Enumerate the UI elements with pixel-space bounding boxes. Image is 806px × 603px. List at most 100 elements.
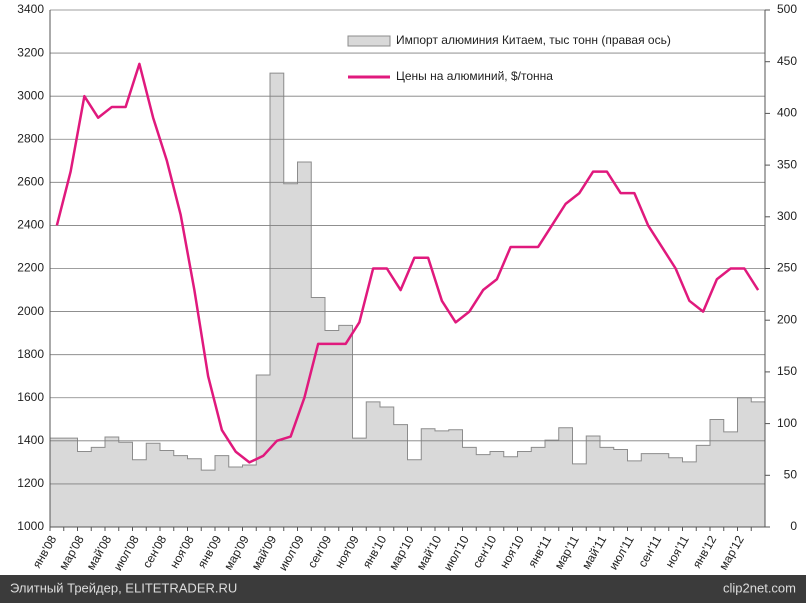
- import-bar: [613, 449, 628, 527]
- x-tick-label: мар'08: [56, 533, 87, 573]
- y-tick-label: 3400: [17, 2, 44, 16]
- import-bar: [160, 450, 175, 527]
- footer-bar: [0, 575, 806, 603]
- import-bar: [91, 447, 106, 527]
- y-tick-label: 2600: [17, 175, 44, 189]
- y2-tick-label: 0: [790, 519, 797, 533]
- import-bar: [380, 407, 395, 527]
- x-tick-label: мар'12: [716, 533, 747, 573]
- y2-tick-label: 400: [777, 106, 797, 120]
- import-bar: [242, 464, 257, 527]
- import-bar: [737, 397, 752, 527]
- x-tick-label: мар'10: [386, 533, 417, 573]
- x-tick-label: янв'08: [30, 533, 60, 571]
- import-bar: [118, 442, 133, 527]
- x-tick-label: ноя'11: [662, 533, 692, 570]
- import-bar: [462, 447, 477, 527]
- y-tick-label: 1600: [17, 390, 44, 404]
- import-bar: [256, 375, 271, 527]
- y-tick-label: 3000: [17, 88, 44, 102]
- import-bar: [146, 443, 161, 527]
- import-bar: [490, 451, 505, 527]
- import-bar: [407, 459, 422, 527]
- import-bar: [531, 447, 546, 527]
- footer-right[interactable]: clip2net.com: [723, 580, 796, 595]
- import-bar: [558, 427, 573, 527]
- y2-tick-label: 350: [777, 157, 797, 171]
- import-bar: [297, 161, 312, 528]
- import-bar: [215, 455, 230, 527]
- x-tick-label: янв'09: [195, 533, 225, 571]
- import-bar: [105, 437, 120, 527]
- x-tick-label: июл'11: [606, 533, 637, 572]
- import-bar: [586, 436, 601, 527]
- y2-tick-label: 50: [784, 467, 798, 481]
- x-tick-label: янв'11: [525, 533, 554, 570]
- y-tick-label: 1200: [17, 476, 44, 490]
- import-bar: [187, 458, 202, 527]
- y2-tick-label: 300: [777, 209, 797, 223]
- import-bar: [682, 461, 697, 527]
- import-bar: [751, 401, 766, 527]
- import-bar: [448, 429, 463, 527]
- import-bar: [517, 451, 532, 527]
- import-bar: [77, 451, 92, 527]
- x-tick-label: янв'10: [360, 533, 390, 571]
- import-bar: [311, 297, 326, 527]
- import-bar: [600, 447, 615, 527]
- import-bar: [435, 430, 450, 527]
- y-tick-label: 1000: [17, 519, 44, 533]
- x-tick-label: июл'09: [276, 533, 307, 573]
- import-bar: [50, 438, 65, 527]
- x-tick-label: июл'08: [111, 533, 142, 573]
- import-bar: [132, 459, 147, 527]
- y2-tick-label: 100: [777, 416, 797, 430]
- import-bar: [173, 455, 188, 527]
- y-tick-label: 2400: [17, 218, 44, 232]
- x-tick-label: июл'10: [441, 533, 472, 573]
- import-bar: [63, 438, 78, 527]
- y-tick-label: 3200: [17, 45, 44, 59]
- x-tick-label: сен'10: [470, 533, 500, 571]
- import-bar: [503, 456, 518, 527]
- import-bar: [270, 73, 285, 527]
- x-tick-label: мар'09: [221, 533, 252, 573]
- import-bar: [325, 330, 340, 527]
- import-bar: [572, 463, 587, 527]
- import-bar: [228, 467, 243, 527]
- import-bar: [696, 445, 711, 527]
- import-bar: [393, 424, 408, 527]
- import-bar: [668, 457, 683, 527]
- x-tick-label: янв'12: [690, 533, 720, 571]
- import-bar: [655, 453, 670, 527]
- y-tick-label: 2800: [17, 131, 44, 145]
- import-bar: [710, 419, 725, 527]
- import-bar: [201, 470, 216, 527]
- price-line: [55, 62, 760, 464]
- legend-label: Импорт алюминия Китаем, тыс тонн (правая…: [396, 33, 671, 47]
- x-tick-label: ноя'09: [332, 533, 362, 571]
- import-bar: [338, 325, 353, 527]
- x-tick-label: мар'11: [552, 533, 582, 572]
- y2-tick-label: 250: [777, 261, 797, 275]
- import-bar: [352, 438, 367, 527]
- x-tick-label: сен'11: [635, 533, 664, 570]
- import-bar: [641, 453, 656, 527]
- y-tick-label: 1400: [17, 433, 44, 447]
- import-bar: [421, 428, 436, 527]
- x-tick-label: ноя'10: [497, 533, 527, 571]
- x-tick-label: май'11: [579, 533, 609, 572]
- x-tick-label: сен'08: [140, 533, 170, 571]
- x-tick-label: сен'09: [305, 533, 335, 571]
- y-tick-label: 2000: [17, 304, 44, 318]
- import-bar: [723, 431, 738, 527]
- y-tick-label: 1800: [17, 347, 44, 361]
- import-bar: [283, 183, 298, 527]
- y2-tick-label: 150: [777, 364, 797, 378]
- y2-tick-label: 450: [777, 54, 797, 68]
- legend-swatch: [347, 35, 391, 47]
- import-outline: [49, 72, 766, 527]
- y2-tick-label: 500: [777, 2, 797, 16]
